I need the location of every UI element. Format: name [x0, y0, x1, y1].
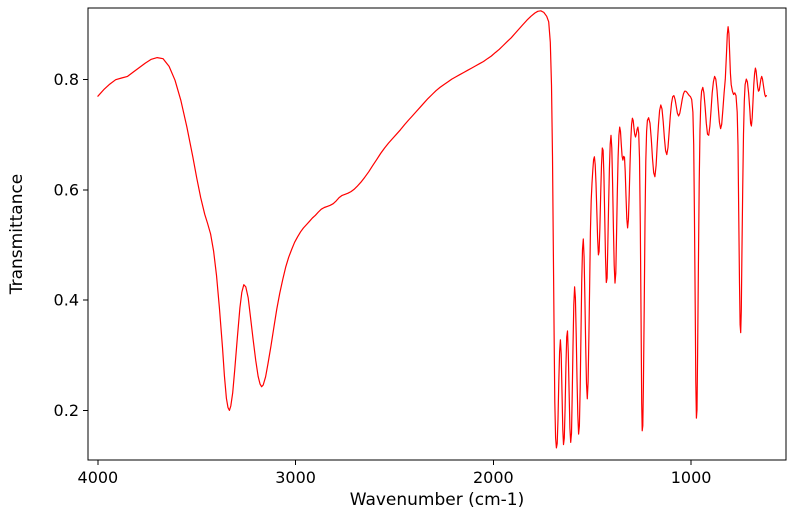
x-tick-label: 4000 — [78, 468, 119, 487]
y-tick-label: 0.4 — [54, 291, 79, 310]
plot-border — [87, 7, 787, 461]
spectrum-line — [97, 10, 767, 449]
y-axis-label: Transmittance — [7, 174, 27, 296]
x-tick-label: 2000 — [473, 468, 514, 487]
y-tick-label: 0.6 — [54, 180, 79, 199]
x-axis-label: Wavenumber (cm-1) — [350, 490, 525, 510]
y-tick-label: 0.8 — [54, 70, 79, 89]
x-tick-label: 3000 — [275, 468, 316, 487]
y-tick-label: 0.2 — [54, 401, 79, 420]
x-tick-label: 1000 — [671, 468, 712, 487]
